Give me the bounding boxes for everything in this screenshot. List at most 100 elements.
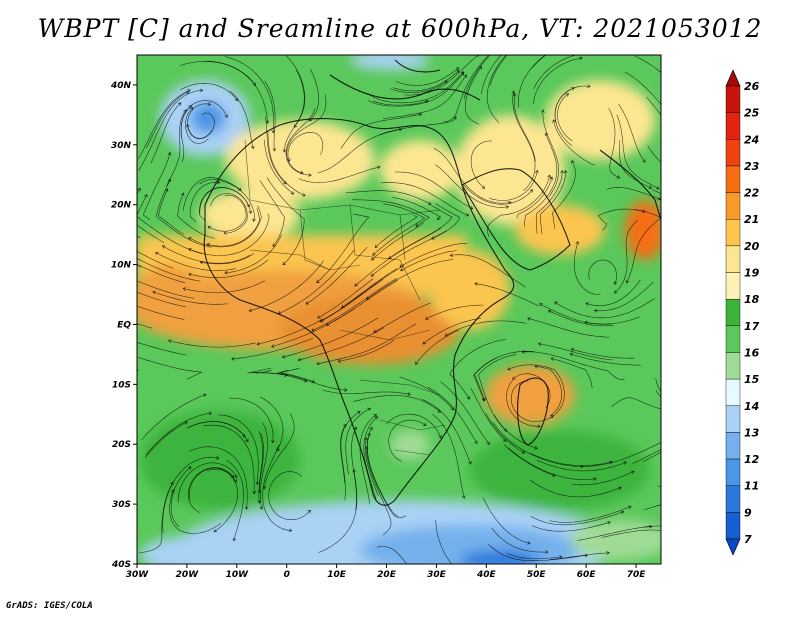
streamline-arrow [468, 461, 472, 465]
streamline [217, 414, 259, 485]
streamline [138, 482, 174, 554]
streamline [371, 230, 447, 277]
streamline [137, 264, 186, 283]
colorbar-label: 15 [744, 373, 760, 386]
streamline-arrow [271, 130, 276, 134]
streamline [487, 174, 550, 237]
streamline-arrow [547, 174, 551, 178]
streamline [372, 203, 426, 256]
streamline-arrow [224, 114, 228, 118]
lat-tick-label: 20N [111, 201, 132, 211]
streamline-arrow [297, 357, 302, 362]
streamline-arrow [248, 308, 252, 312]
streamline-arrow [371, 257, 375, 261]
streamline [643, 451, 661, 462]
streamline [206, 468, 238, 533]
streamline [532, 57, 583, 104]
streamline-arrow [152, 290, 156, 295]
streamline [572, 471, 635, 486]
streamline [573, 241, 601, 295]
colorbar-label: 24 [744, 133, 759, 146]
streamline [608, 108, 620, 179]
streamline-arrow [302, 193, 306, 197]
streamline-arrow [613, 281, 618, 285]
streamline [258, 433, 264, 493]
lat-tick-label: 10N [111, 261, 132, 271]
europe-coast [394, 59, 441, 73]
streamline-arrow [475, 55, 479, 58]
streamline-arrow [370, 273, 375, 277]
streamline-arrow [520, 39, 523, 42]
streamline [601, 529, 661, 538]
streamline [485, 413, 525, 454]
streamline [282, 317, 379, 358]
streamline-arrow [415, 361, 419, 365]
streamline-arrow [188, 272, 192, 277]
streamline-arrow [256, 341, 260, 346]
streamline-arrow [541, 109, 545, 113]
streamline-arrow [213, 528, 218, 533]
streamline [283, 69, 305, 153]
streamline-arrow [570, 348, 575, 352]
streamline-arrow [511, 90, 516, 94]
streamline [169, 489, 221, 534]
streamline-arrow [186, 123, 190, 128]
streamline-arrow [465, 213, 470, 217]
streamline [157, 188, 184, 235]
streamline [200, 253, 255, 265]
streamline-arrow [463, 74, 467, 79]
streamline-arrow [481, 185, 486, 189]
streamline [372, 100, 429, 106]
streamline-arrow [527, 541, 531, 545]
streamline-arrow [288, 528, 293, 533]
streamline-arrow [188, 248, 192, 252]
madagascar-coast [517, 377, 549, 446]
streamline [529, 479, 622, 498]
streamline-arrow [529, 189, 533, 193]
credit-label: GrADS: IGES/COLA [6, 601, 93, 611]
streamline [199, 187, 252, 214]
streamline-arrow [620, 510, 625, 515]
streamline-arrow [698, 429, 701, 432]
streamline-arrow [188, 105, 192, 109]
streamline [421, 399, 472, 465]
streamline-arrow [550, 357, 555, 361]
streamline-arrow [216, 180, 221, 185]
streamline [341, 268, 398, 308]
streamline [474, 357, 497, 401]
streamline [277, 370, 347, 391]
streamline [388, 205, 453, 259]
streamline-arrow [642, 159, 646, 163]
streamline-arrow [455, 67, 460, 71]
streamline-arrow [563, 169, 568, 174]
streamline-arrow [415, 223, 419, 227]
streamline [287, 132, 324, 162]
streamline-arrow [357, 411, 361, 415]
streamline [655, 390, 661, 398]
streamline [440, 381, 490, 445]
streamline-arrow [344, 388, 348, 392]
streamline [554, 85, 591, 124]
streamline-arrow [184, 421, 188, 425]
streamline [207, 61, 268, 124]
streamline [256, 320, 321, 345]
streamline-arrow [580, 464, 584, 469]
streamline-arrow [262, 485, 267, 490]
streamline-arrow [203, 393, 207, 397]
streamline-arrow [282, 149, 287, 153]
streamline-arrow [507, 367, 511, 371]
streamline-arrow [631, 470, 635, 474]
streamline [309, 68, 319, 122]
streamline-arrow [343, 423, 347, 428]
lon-tick-label: 20W [176, 570, 200, 580]
streamline-arrow [244, 506, 249, 510]
streamline [625, 71, 661, 105]
streamline [371, 222, 424, 261]
streamline-arrow [182, 287, 187, 291]
streamline [359, 414, 377, 505]
streamline-arrow [369, 426, 373, 431]
streamline [137, 305, 185, 320]
streamline-arrow [272, 148, 277, 152]
streamline [367, 72, 465, 107]
streamline-arrow [208, 411, 213, 416]
